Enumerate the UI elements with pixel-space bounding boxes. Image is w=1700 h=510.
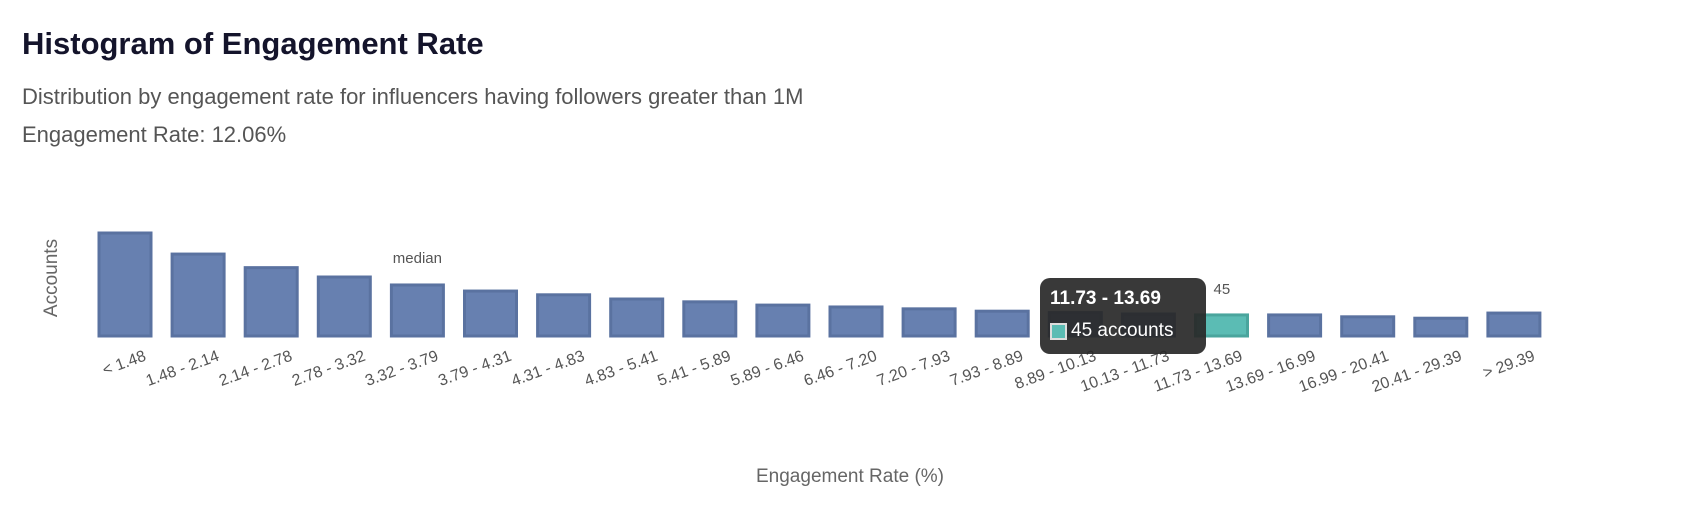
x-tick-label: 3.32 - 3.79: [363, 348, 441, 390]
x-tick-label: 7.20 - 7.93: [875, 348, 953, 390]
x-tick-label: 2.78 - 3.32: [290, 348, 368, 390]
x-tick-label: 2.14 - 2.78: [217, 348, 295, 390]
bar[interactable]: [170, 252, 226, 338]
x-tick-label: 3.79 - 4.31: [436, 348, 514, 390]
tooltip-title: 11.73 - 13.69: [1050, 288, 1161, 309]
bar[interactable]: [1267, 313, 1323, 338]
bar[interactable]: [463, 289, 518, 338]
x-tick-label: 4.31 - 4.83: [509, 348, 587, 390]
tooltip: 11.73 - 13.69 45 accounts: [1040, 278, 1206, 354]
bar[interactable]: [828, 305, 884, 338]
bar[interactable]: [97, 231, 153, 338]
bar[interactable]: [316, 275, 372, 338]
bar[interactable]: [243, 266, 299, 338]
bar[interactable]: [1413, 316, 1469, 338]
bar[interactable]: [389, 283, 445, 338]
x-tick-label: 5.89 - 6.46: [729, 348, 807, 390]
bar[interactable]: [1340, 315, 1396, 338]
x-tick-label: 1.48 - 2.14: [144, 348, 222, 390]
x-axis-label: Engagement Rate (%): [756, 466, 944, 487]
y-axis-label: Accounts: [41, 239, 62, 317]
chart-subtitle: Distribution by engagement rate for infl…: [22, 84, 804, 109]
bar[interactable]: [901, 307, 957, 338]
bar[interactable]: [974, 309, 1030, 338]
x-tick-label: 5.41 - 5.89: [655, 348, 733, 390]
bar[interactable]: [609, 297, 665, 338]
x-tick-label: 6.46 - 7.20: [802, 348, 880, 390]
bar[interactable]: [755, 303, 811, 338]
median-label: median: [393, 250, 442, 267]
bar-value-label: 45: [1214, 281, 1231, 298]
engagement-rate-label: Engagement Rate: 12.06%: [22, 122, 287, 147]
x-tick-label: 4.83 - 5.41: [582, 348, 660, 390]
chart-title: Histogram of Engagement Rate: [22, 26, 484, 61]
bar[interactable]: [1486, 311, 1542, 338]
bar[interactable]: [536, 293, 592, 338]
x-tick-label: < 1.48: [100, 348, 148, 379]
tooltip-value: 45 accounts: [1071, 320, 1174, 341]
tooltip-swatch: [1050, 322, 1067, 340]
bar[interactable]: [682, 300, 738, 338]
x-tick-label: > 29.39: [1481, 348, 1537, 382]
